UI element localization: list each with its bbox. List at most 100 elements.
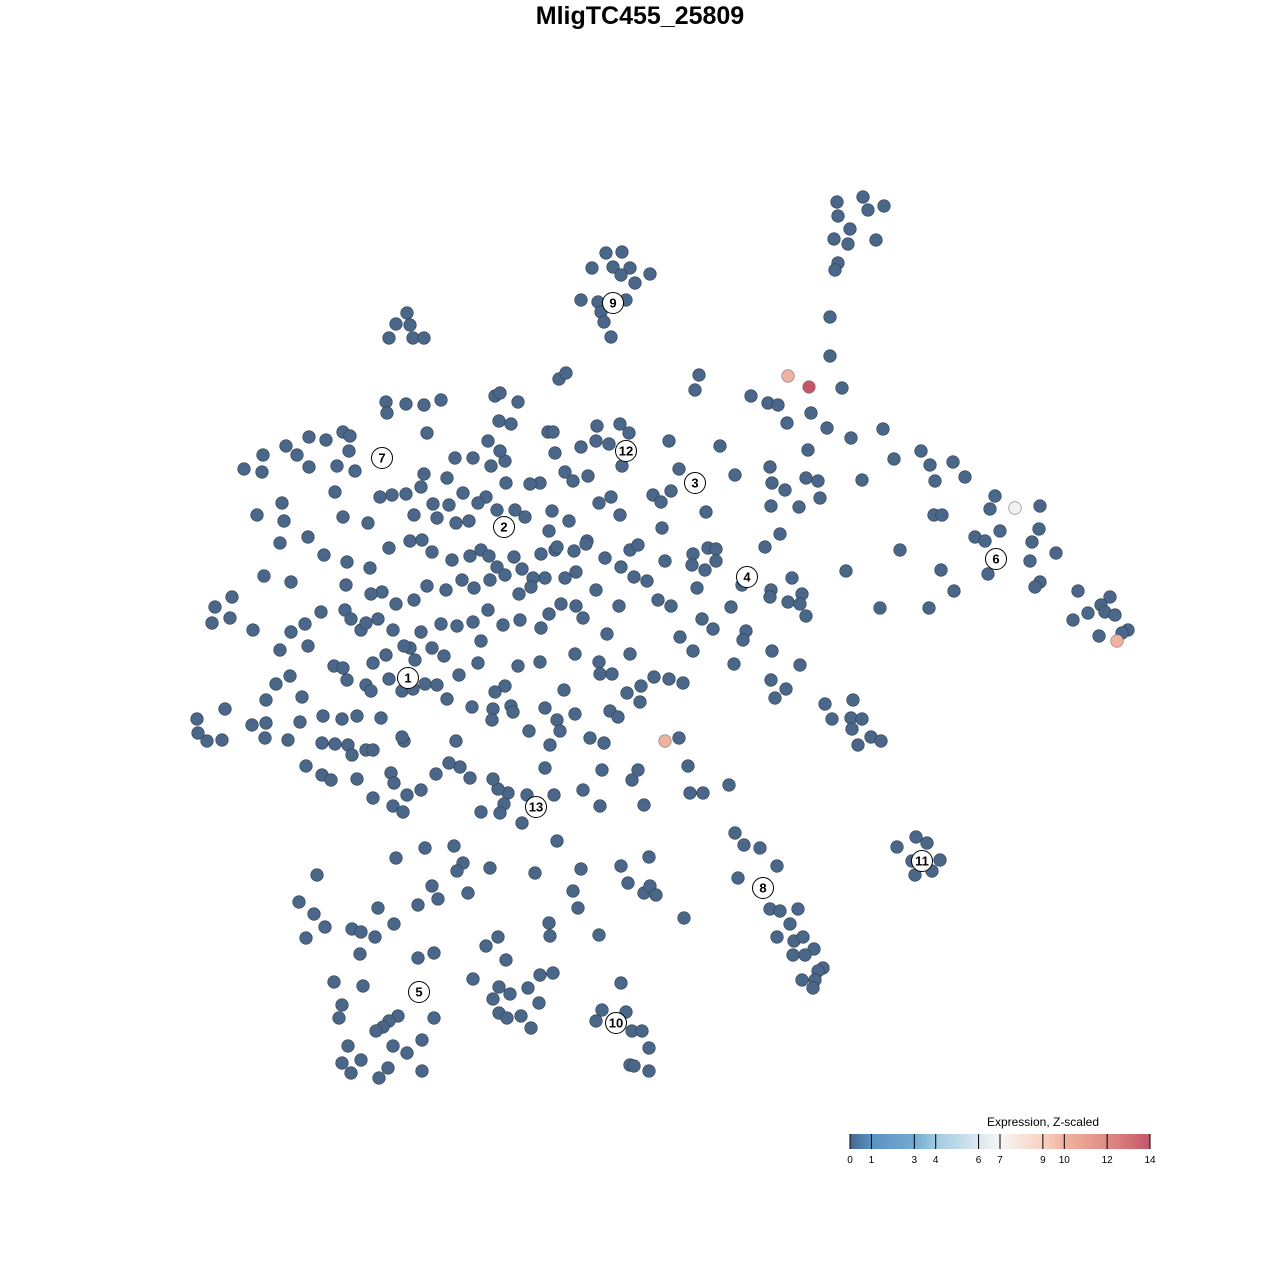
data-point	[731, 871, 745, 885]
data-point	[625, 773, 639, 787]
data-point	[366, 743, 380, 757]
data-point	[417, 331, 431, 345]
data-point	[426, 497, 440, 511]
data-point	[758, 540, 772, 554]
data-point	[463, 549, 477, 563]
data-point	[542, 916, 556, 930]
data-point	[490, 560, 504, 574]
data-point	[839, 564, 853, 578]
data-point	[328, 737, 342, 751]
cluster-label-circle	[371, 447, 393, 469]
data-point	[545, 504, 559, 518]
data-point	[273, 643, 287, 657]
data-point	[655, 521, 669, 535]
data-point	[633, 695, 647, 709]
cluster-label-text: 9	[609, 296, 616, 311]
data-point	[258, 731, 272, 745]
data-point	[627, 1059, 641, 1073]
data-point	[1103, 590, 1117, 604]
data-point	[547, 788, 561, 802]
data-point	[550, 713, 564, 727]
points-layer	[190, 190, 1135, 1085]
data-point	[389, 597, 403, 611]
data-point	[685, 558, 699, 572]
legend-tick-label: 7	[997, 1155, 1003, 1166]
data-point	[225, 590, 239, 604]
cluster-label-circle	[752, 877, 774, 899]
data-point	[724, 600, 738, 614]
data-point	[688, 383, 702, 397]
data-point	[947, 584, 961, 598]
data-point	[651, 593, 665, 607]
data-point	[533, 655, 547, 669]
data-point	[255, 465, 269, 479]
data-point	[420, 579, 434, 593]
data-point	[550, 540, 564, 554]
data-point	[471, 496, 485, 510]
data-point	[765, 644, 779, 658]
cluster-label-text: 5	[415, 985, 422, 1000]
data-point	[452, 668, 466, 682]
data-point	[909, 830, 923, 844]
data-point	[521, 981, 535, 995]
data-point	[828, 263, 842, 277]
data-point	[200, 734, 214, 748]
data-point	[417, 398, 431, 412]
data-point	[503, 987, 517, 1001]
data-point	[415, 533, 429, 547]
data-point	[498, 679, 512, 693]
cluster-label-text: 10	[609, 1016, 623, 1031]
data-point	[642, 1041, 656, 1055]
data-point	[855, 473, 869, 487]
data-point	[486, 702, 500, 716]
data-point	[386, 799, 400, 813]
data-point	[440, 471, 454, 485]
data-point	[513, 613, 527, 627]
data-point	[318, 920, 332, 934]
data-point	[611, 710, 625, 724]
data-point	[259, 693, 273, 707]
data-point	[534, 547, 548, 561]
data-point	[597, 736, 611, 750]
data-point	[430, 678, 444, 692]
color-bar: 0 1 3 4 6 7 9 10 12 14	[847, 1134, 1156, 1166]
data-point	[371, 612, 385, 626]
data-point	[595, 763, 609, 777]
data-point	[804, 406, 818, 420]
data-point	[1066, 613, 1080, 627]
data-point	[923, 458, 937, 472]
data-point	[831, 209, 845, 223]
data-point	[736, 633, 750, 647]
data-point	[385, 488, 399, 502]
data-point	[374, 711, 388, 725]
data-point	[439, 583, 453, 597]
data-point	[662, 672, 676, 686]
data-point	[623, 261, 637, 275]
data-point	[874, 734, 888, 748]
data-point	[281, 733, 295, 747]
data-point	[791, 902, 805, 916]
data-point	[524, 1021, 538, 1035]
data-point	[823, 310, 837, 324]
data-point	[786, 948, 800, 962]
data-point	[450, 864, 464, 878]
data-point	[425, 545, 439, 559]
legend-tick-label: 3	[912, 1155, 918, 1166]
data-point	[558, 571, 572, 585]
data-point	[461, 886, 475, 900]
data-point	[686, 547, 700, 561]
data-point	[778, 483, 792, 497]
cluster-label-circle	[911, 850, 933, 872]
data-point	[512, 587, 526, 601]
cluster-label: 9	[602, 292, 624, 314]
data-point	[843, 222, 857, 236]
legend-tick-label: 9	[1040, 1155, 1046, 1166]
expressed-data-point	[1110, 634, 1124, 648]
data-point	[935, 508, 949, 522]
data-point	[1049, 546, 1063, 560]
data-point	[792, 500, 806, 514]
data-point	[568, 707, 582, 721]
data-point	[314, 605, 328, 619]
data-point	[418, 677, 432, 691]
